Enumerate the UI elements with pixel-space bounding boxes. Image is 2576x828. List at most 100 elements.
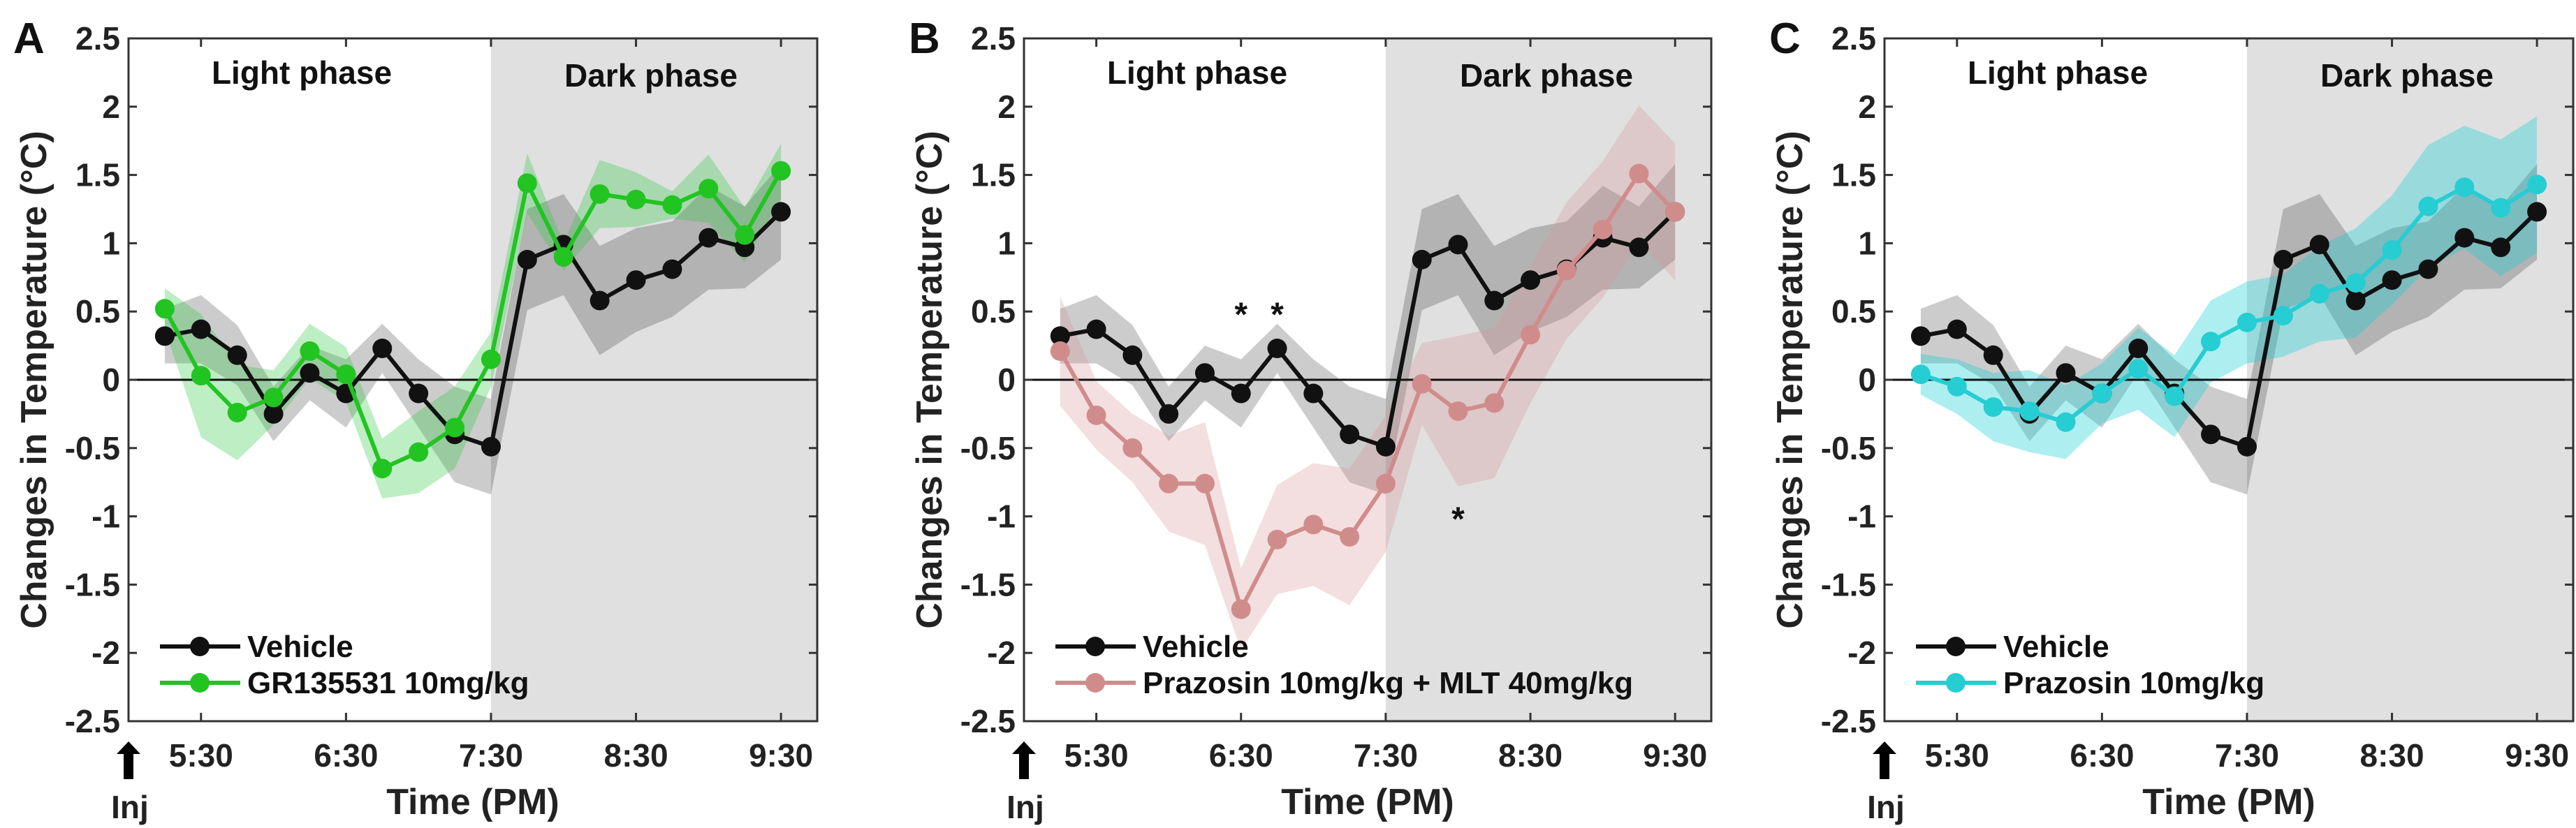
data-point: [227, 345, 247, 365]
data-point: [2019, 401, 2040, 421]
data-point: [698, 179, 719, 199]
data-point: [1267, 529, 1287, 549]
y-tick-label: 0.5: [971, 293, 1016, 330]
data-point: [1947, 376, 1967, 397]
data-point: [1375, 473, 1396, 494]
x-tick-label: 6:30: [1209, 737, 1273, 774]
data-point: [1521, 270, 1541, 290]
panel-letter: A: [13, 15, 45, 63]
data-point: [2092, 383, 2112, 404]
significance-asterisk: *: [1451, 501, 1465, 538]
data-point: [1340, 424, 1360, 445]
y-tick-label: -2: [92, 635, 120, 671]
y-tick-label: 2: [1858, 89, 1876, 125]
data-point: [1484, 290, 1505, 311]
y-tick-label: 2.5: [1831, 20, 1876, 57]
x-tick-label: 8:30: [2359, 737, 2424, 774]
data-point: [409, 442, 429, 462]
data-point: [2309, 235, 2329, 255]
data-point: [662, 259, 682, 279]
data-point: [2491, 237, 2511, 258]
x-tick-label: 5:30: [1064, 737, 1129, 774]
x-axis-label: Time (PM): [2142, 782, 2315, 822]
data-point: [1122, 438, 1143, 458]
data-point: [2527, 175, 2547, 195]
data-point: [2418, 196, 2438, 216]
legend-label-0: Vehicle: [1143, 630, 1249, 664]
data-point: [1194, 363, 1215, 383]
data-point: [1340, 526, 1360, 547]
y-tick-label: 1.5: [75, 157, 120, 193]
y-tick-label: 2: [997, 89, 1016, 125]
data-point: [1267, 339, 1287, 359]
x-axis-label: Time (PM): [1281, 782, 1454, 822]
data-point: [481, 349, 501, 369]
y-tick-label: -1.5: [960, 566, 1016, 602]
legend-marker-1: [1085, 673, 1105, 693]
data-point: [1629, 237, 1649, 258]
legend-label-1: Prazosin 10mg/kg + MLT 40mg/kg: [1143, 666, 1633, 700]
data-point: [1122, 345, 1143, 365]
x-tick-label: 7:30: [1354, 737, 1418, 774]
light-phase-label: Light phase: [1968, 54, 2148, 91]
sem-band-0: [164, 163, 782, 495]
data-point: [154, 326, 175, 346]
data-point: [626, 270, 646, 290]
data-point: [1910, 326, 1931, 346]
y-tick-label: -0.5: [65, 430, 120, 466]
data-point: [2237, 436, 2257, 457]
y-tick-label: 0: [1858, 362, 1876, 398]
data-point: [1231, 383, 1251, 404]
data-point: [1412, 374, 1432, 394]
data-point: [1050, 326, 1070, 346]
injection-arrow-icon: [1873, 741, 1896, 779]
data-point: [1231, 599, 1251, 619]
legend-marker-1: [190, 673, 210, 693]
data-point: [263, 404, 284, 424]
data-point: [300, 363, 320, 383]
data-point: [2527, 202, 2547, 222]
data-point: [1983, 345, 2003, 365]
data-point: [1947, 319, 1967, 339]
legend-marker-1: [1946, 673, 1966, 693]
y-tick-label: 2.5: [971, 20, 1016, 57]
y-tick-label: -0.5: [1821, 430, 1876, 466]
data-point: [2346, 290, 2366, 311]
data-point: [300, 341, 320, 361]
data-point: [2128, 339, 2149, 359]
y-tick-label: 0.5: [1831, 293, 1876, 330]
legend-marker-0: [1085, 637, 1105, 656]
panel-letter: C: [1769, 15, 1801, 63]
y-tick-label: -2: [987, 635, 1016, 671]
data-point: [372, 339, 393, 359]
dark-phase-label: Dark phase: [2320, 57, 2494, 94]
data-point: [771, 161, 791, 181]
legend-label-1: GR135531 10mg/kg: [247, 666, 529, 700]
y-axis-label: Changes in Temperature (°C): [14, 131, 54, 628]
x-tick-label: 7:30: [2215, 737, 2279, 774]
significance-asterisk: *: [1271, 296, 1284, 333]
dark-phase-label: Dark phase: [1460, 57, 1633, 94]
panel-a: Light phase Dark phase 2.5 2 1.5 1 0.5 0 -0.5 -1 -…: [13, 15, 819, 825]
data-point: [553, 246, 573, 267]
data-point: [263, 387, 284, 408]
y-tick-label: -1: [1847, 498, 1876, 535]
x-tick-label: 9:30: [749, 737, 813, 774]
data-point: [445, 417, 465, 438]
data-point: [1194, 473, 1215, 494]
data-point: [662, 195, 682, 215]
injection-arrow-icon: [1012, 741, 1036, 779]
injection-label: Inj: [1007, 789, 1044, 825]
data-point: [1375, 436, 1396, 457]
data-point: [2382, 240, 2402, 260]
data-point: [336, 364, 356, 385]
data-point: [154, 299, 175, 319]
y-tick-label: 2: [102, 89, 120, 125]
light-phase-label: Light phase: [1107, 54, 1287, 91]
data-point: [1303, 515, 1324, 535]
data-point: [1086, 319, 1106, 339]
injection-label: Inj: [1867, 789, 1905, 825]
light-phase-label: Light phase: [212, 54, 392, 91]
y-tick-label: 1: [1858, 225, 1876, 261]
